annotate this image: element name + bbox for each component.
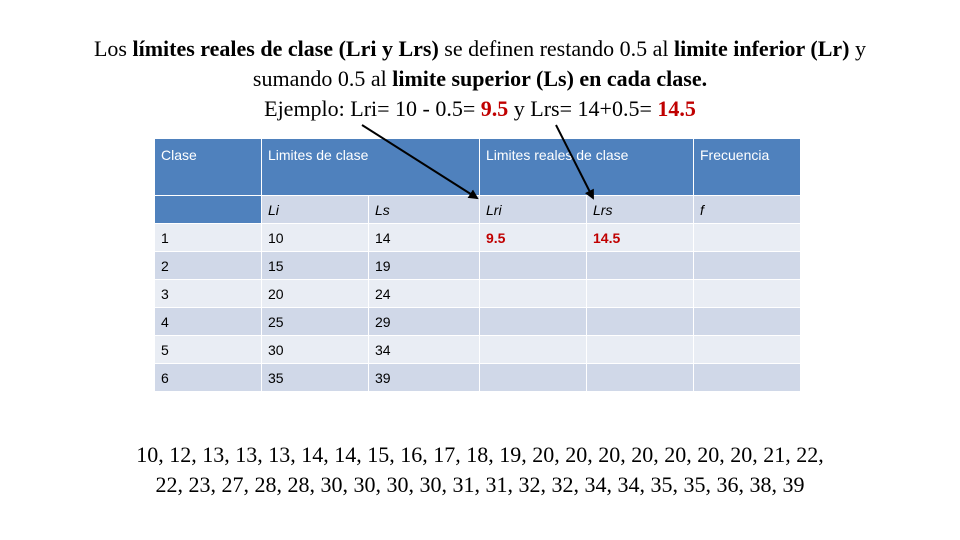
cell-li: 10 [261, 223, 369, 252]
cell-clase: 6 [154, 363, 262, 392]
subheader-lrs: Lrs [586, 195, 694, 224]
cell-f [693, 223, 801, 252]
cell-clase: 2 [154, 251, 262, 280]
table-subheader-row: Li Ls Lri Lrs f [154, 195, 801, 224]
cell-lrs [586, 307, 694, 336]
title-part: Los [93, 36, 133, 61]
title-part: se definen restando 0.5 al [438, 36, 674, 61]
example-lrs: y Lrs= 14+0.5= [508, 96, 658, 121]
cell-lri [479, 307, 587, 336]
example-lri-value: 9.5 [480, 96, 509, 121]
arrow-to-lri [361, 124, 479, 200]
table-row: 4 25 29 [154, 307, 801, 336]
header-frecuencia: Frecuencia [693, 138, 801, 196]
cell-ls: 39 [368, 363, 480, 392]
cell-clase: 4 [154, 307, 262, 336]
cell-li: 30 [261, 335, 369, 364]
cell-lri [479, 363, 587, 392]
data-list: 10, 12, 13, 13, 13, 14, 14, 15, 16, 17, … [40, 440, 920, 500]
table-row: 2 15 19 [154, 251, 801, 280]
table-header-row: Clase Limites de clase Limites reales de… [154, 138, 801, 196]
cell-li: 20 [261, 279, 369, 308]
cell-f [693, 363, 801, 392]
cell-clase: 3 [154, 279, 262, 308]
subheader-empty [154, 195, 262, 224]
cell-clase: 1 [154, 223, 262, 252]
data-line-2: 22, 23, 27, 28, 28, 30, 30, 30, 30, 31, … [155, 472, 805, 497]
data-line-1: 10, 12, 13, 13, 13, 14, 14, 15, 16, 17, … [136, 442, 824, 467]
subheader-f: f [693, 195, 801, 224]
table-row: 5 30 34 [154, 335, 801, 364]
cell-lrs [586, 363, 694, 392]
cell-f [693, 251, 801, 280]
title-text: Los límites reales de clase (Lri y Lrs) … [60, 34, 900, 124]
title-part: en cada clase. [573, 66, 708, 91]
cell-ls: 24 [368, 279, 480, 308]
cell-ls: 29 [368, 307, 480, 336]
cell-clase: 5 [154, 335, 262, 364]
header-limites: Limites de clase [261, 138, 480, 196]
title-bold-li: limite inferior (Lr) [673, 36, 850, 61]
cell-f [693, 307, 801, 336]
title-bold-ls: limite superior (Ls) [392, 66, 574, 91]
header-clase: Clase [154, 138, 262, 196]
table-row: 6 35 39 [154, 363, 801, 392]
subheader-li: Li [261, 195, 369, 224]
cell-ls: 14 [368, 223, 480, 252]
cell-li: 15 [261, 251, 369, 280]
cell-lrs [586, 251, 694, 280]
table-row: 3 20 24 [154, 279, 801, 308]
example-lri: Ejemplo: Lri= 10 - 0.5= [264, 96, 481, 121]
title-part: y sumando 0.5 al [252, 36, 867, 91]
cell-lrs: 14.5 [586, 223, 694, 252]
cell-ls: 34 [368, 335, 480, 364]
arrow-to-lrs [555, 124, 594, 200]
example-lrs-value: 14.5 [657, 96, 696, 121]
cell-f [693, 279, 801, 308]
subheader-lri: Lri [479, 195, 587, 224]
cell-li: 35 [261, 363, 369, 392]
class-table: Clase Limites de clase Limites reales de… [154, 138, 801, 392]
title-bold-lr: límites reales de clase (Lri y Lrs) [132, 36, 439, 61]
cell-lrs [586, 279, 694, 308]
cell-f [693, 335, 801, 364]
